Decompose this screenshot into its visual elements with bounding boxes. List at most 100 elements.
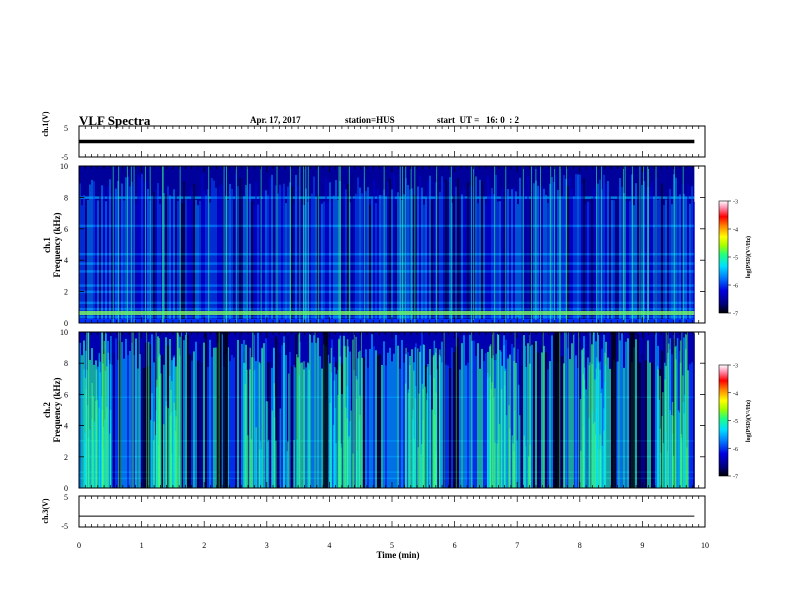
spectrogram-column bbox=[583, 178, 585, 323]
spectrogram-column bbox=[447, 182, 449, 323]
spectrogram-burst bbox=[412, 409, 414, 488]
spectrogram-burst bbox=[599, 449, 601, 488]
spectrogram-column bbox=[257, 332, 259, 488]
spectrogram-column bbox=[251, 357, 253, 488]
spectrogram-column bbox=[379, 353, 381, 488]
spectrogram-spike bbox=[535, 166, 537, 323]
spectrogram-column bbox=[523, 188, 525, 323]
spectrogram-column bbox=[527, 343, 529, 488]
ch1-spectrogram-panel: ch.1 Frequency (kHz) 0 2 4 6 8 10 bbox=[42, 162, 706, 328]
spectrogram-column bbox=[89, 184, 91, 323]
spectrogram-column bbox=[187, 200, 189, 323]
spectrogram-burst bbox=[261, 347, 263, 488]
spectrogram-column bbox=[557, 189, 559, 323]
spectrogram-burst bbox=[286, 451, 289, 488]
spectrogram-spike bbox=[348, 166, 350, 323]
spectrogram-spike bbox=[133, 166, 135, 323]
spectrogram-column bbox=[105, 201, 107, 323]
spectrogram-ytick-label: 6 bbox=[64, 225, 68, 234]
spectrogram-burst bbox=[435, 392, 437, 488]
spectrogram-column bbox=[591, 198, 593, 323]
spectrogram-column bbox=[191, 360, 193, 488]
spectrogram-column bbox=[329, 182, 331, 323]
spectrogram-spike bbox=[176, 332, 178, 488]
spectrogram-column bbox=[549, 361, 551, 488]
spectrogram-column bbox=[389, 347, 391, 488]
spectrogram-column bbox=[395, 335, 397, 488]
spectrogram-column bbox=[459, 369, 461, 488]
spectrogram-burst bbox=[405, 347, 407, 488]
spectrogram-spike bbox=[494, 166, 496, 323]
spectrogram-burst bbox=[591, 411, 594, 488]
spectrogram-column bbox=[193, 351, 195, 488]
spectrogram-spike bbox=[542, 332, 544, 488]
spectrogram-column bbox=[461, 343, 463, 488]
spectrogram-column bbox=[485, 204, 487, 323]
spectrogram-burst bbox=[527, 456, 530, 488]
spectrogram-column bbox=[461, 194, 463, 323]
spectrogram-column bbox=[621, 333, 623, 488]
spectrogram-spike bbox=[112, 166, 114, 323]
spectrogram-burst bbox=[496, 443, 499, 488]
spectrogram-column bbox=[659, 196, 661, 323]
spectrogram-column bbox=[555, 174, 557, 323]
spectrogram-burst bbox=[583, 388, 586, 488]
spectrogram-burst bbox=[160, 373, 162, 488]
spectrogram-spike bbox=[550, 166, 552, 323]
spectrogram-column bbox=[109, 179, 111, 323]
time-tick-label: 9 bbox=[640, 541, 644, 550]
spectrogram-burst bbox=[341, 394, 343, 488]
spectrogram-column bbox=[347, 184, 349, 323]
spectrogram-column bbox=[123, 200, 125, 323]
spectrogram-burst bbox=[244, 384, 247, 488]
spectrogram-column bbox=[397, 192, 399, 323]
spectrogram-line bbox=[79, 319, 695, 323]
spectrogram-spike bbox=[399, 166, 401, 323]
spectrogram-burst bbox=[523, 435, 526, 488]
spectrogram-column bbox=[473, 340, 475, 488]
spectrogram-burst bbox=[518, 415, 521, 488]
spectrogram-column bbox=[371, 198, 373, 323]
spectrogram-column bbox=[345, 189, 347, 323]
spectrogram-burst bbox=[503, 345, 505, 488]
spectrogram-column bbox=[423, 204, 425, 323]
spectrogram-burst bbox=[416, 348, 419, 488]
spectrogram-column bbox=[491, 188, 493, 323]
spectrogram-column bbox=[693, 201, 695, 323]
spectrogram-column bbox=[425, 198, 427, 323]
spectrogram-column bbox=[201, 174, 203, 323]
spectrogram-column bbox=[543, 188, 545, 323]
spectrogram-column bbox=[421, 187, 423, 323]
spectrogram-column bbox=[185, 332, 187, 488]
spectrogram-spike bbox=[144, 166, 146, 323]
spectrogram-column bbox=[441, 176, 443, 323]
spectrogram-burst bbox=[438, 354, 441, 488]
spectrogram-column bbox=[301, 362, 303, 488]
spectrogram-column bbox=[409, 189, 411, 323]
spectrogram-column bbox=[635, 183, 637, 323]
spectrogram-column bbox=[187, 334, 189, 488]
spectrogram-column bbox=[407, 185, 409, 323]
spectrogram-column bbox=[327, 202, 329, 323]
spectrogram-burst bbox=[273, 396, 276, 488]
spectrogram-burst bbox=[84, 377, 87, 488]
spectrogram-column bbox=[321, 203, 323, 323]
spectrogram-burst bbox=[246, 369, 248, 488]
spectrogram-column bbox=[183, 340, 185, 488]
colorbar-tick-label: -7 bbox=[733, 312, 738, 318]
spectrogram-spike bbox=[226, 166, 228, 323]
spectrogram-column bbox=[297, 357, 299, 488]
spectrogram-column bbox=[475, 356, 477, 488]
time-tick-label: 2 bbox=[202, 541, 206, 550]
spectrogram-spike bbox=[162, 166, 164, 323]
spectrogram-column bbox=[375, 203, 377, 323]
spectrogram-column bbox=[189, 199, 191, 323]
spectrogram-burst bbox=[308, 363, 310, 488]
spectrogram-column bbox=[363, 357, 365, 488]
spectrogram-column bbox=[241, 343, 243, 488]
spectrogram-burst bbox=[409, 365, 411, 488]
spectrogram-column bbox=[445, 364, 447, 488]
ch1-spectrogram-yticks: 0 2 4 6 8 10 bbox=[60, 162, 705, 328]
spectrogram-column bbox=[301, 203, 303, 323]
spectrogram-column bbox=[479, 179, 481, 323]
